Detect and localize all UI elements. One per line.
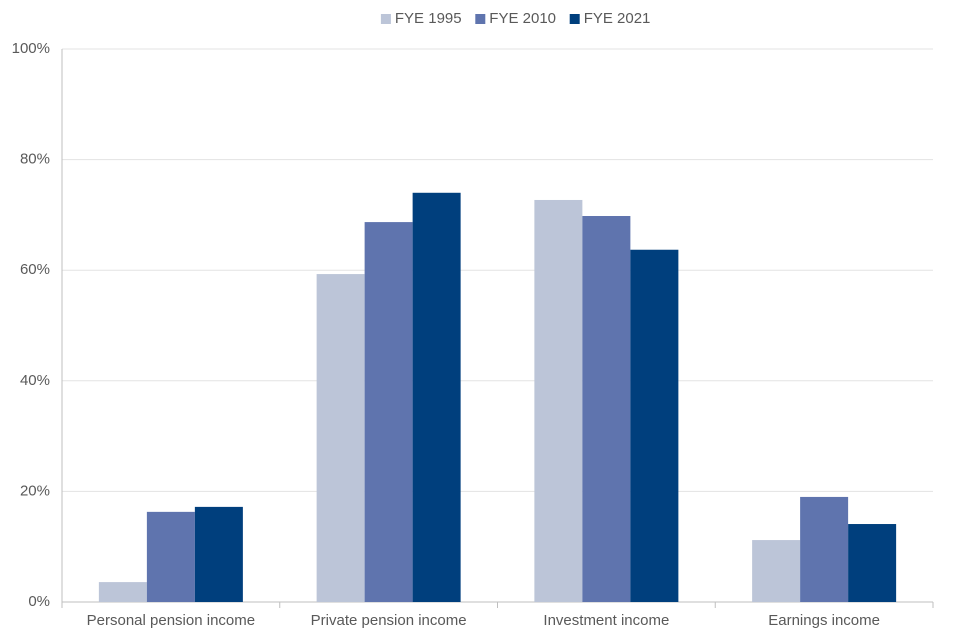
x-tick-label: Private pension income <box>311 612 467 629</box>
bar <box>316 274 365 602</box>
y-tick-label: 80% <box>20 151 50 168</box>
bar <box>800 496 849 602</box>
legend-label: FYE 2010 <box>489 10 556 27</box>
bar <box>364 222 413 603</box>
y-tick-label: 100% <box>12 40 50 57</box>
x-tick-label: Personal pension income <box>87 612 255 629</box>
bar <box>848 524 897 602</box>
x-tick-label: Investment income <box>543 612 669 629</box>
legend-swatch <box>569 14 580 24</box>
y-tick-label: 60% <box>20 261 50 278</box>
legend-label: FYE 1995 <box>395 10 462 27</box>
legend-swatch <box>380 14 391 24</box>
y-tick-label: 20% <box>20 482 50 499</box>
bar <box>534 199 583 602</box>
x-tick-label: Earnings income <box>768 612 880 629</box>
bar <box>98 582 147 602</box>
bar <box>630 249 679 602</box>
y-tick-label: 40% <box>20 372 50 389</box>
bar <box>146 511 195 602</box>
legend-swatch <box>475 14 486 24</box>
bar <box>194 506 243 602</box>
bar <box>752 540 801 602</box>
bar <box>412 192 461 602</box>
legend-label: FYE 2021 <box>584 10 651 27</box>
bar <box>582 216 631 603</box>
y-tick-label: 0% <box>28 593 50 610</box>
